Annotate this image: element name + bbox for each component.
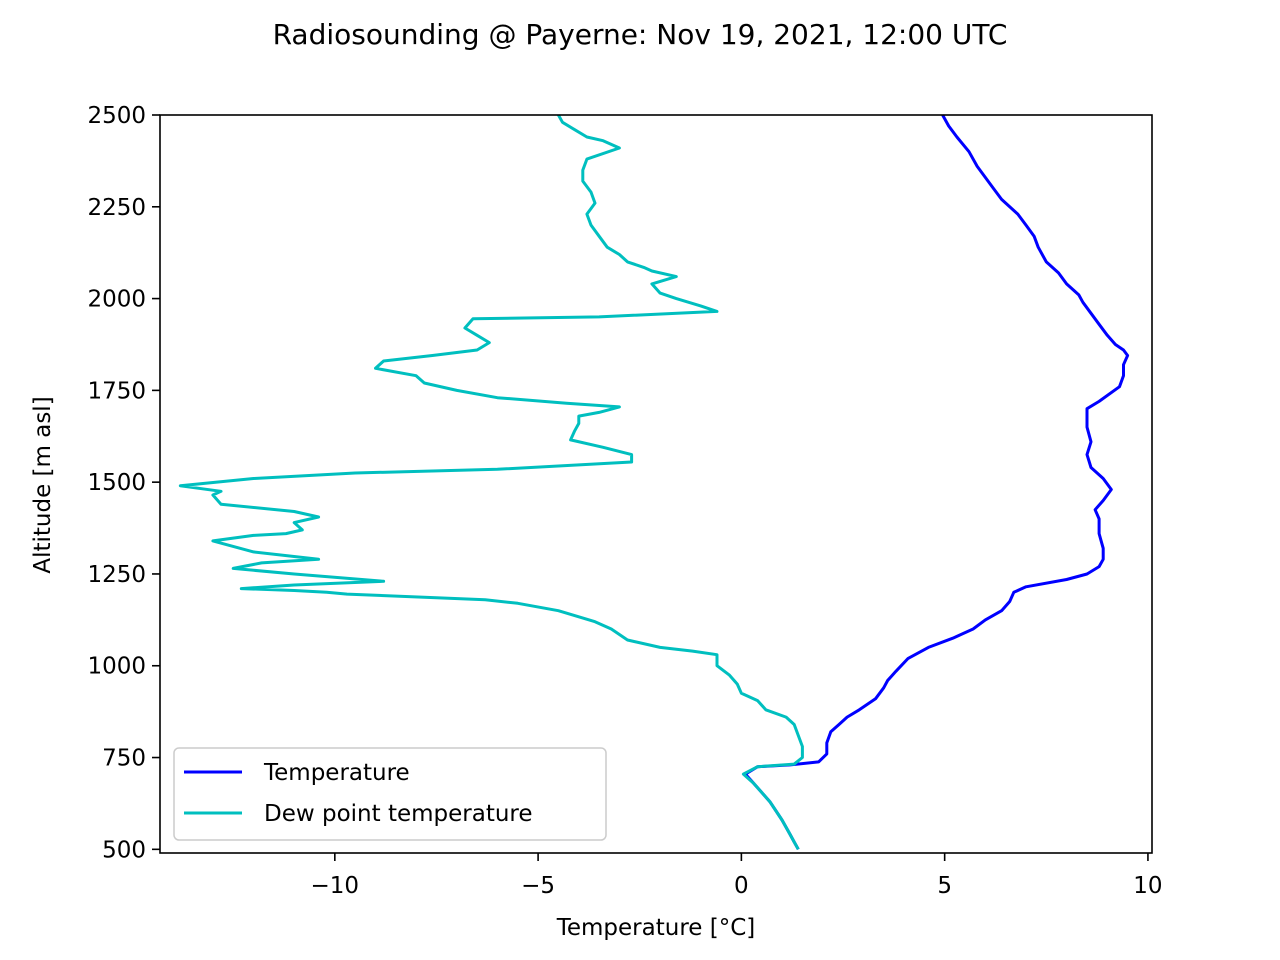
chart-title: Radiosounding @ Payerne: Nov 19, 2021, 1… — [273, 18, 1008, 51]
series-line-temperature — [743, 114, 1130, 851]
x-tick-label: −10 — [311, 873, 360, 899]
x-tick-label: 10 — [1133, 873, 1162, 899]
y-axis-label: Altitude [m asl] — [30, 396, 56, 573]
legend-box — [173, 747, 607, 841]
y-axis: 500 750 1000 1250 1500 1750 2000 2250 2500 — [87, 103, 160, 863]
legend-label-temperature: Temperature — [263, 760, 410, 786]
x-axis: −10 −5 0 5 10 — [311, 853, 1163, 899]
series-layer — [178, 114, 1130, 851]
x-axis-label: Temperature [°C] — [556, 915, 756, 941]
x-tick-label: −5 — [521, 873, 555, 899]
y-tick-label: 750 — [102, 746, 146, 772]
plot-frame — [159, 114, 1153, 854]
y-tick-label: 500 — [102, 837, 146, 863]
x-tick-label: 5 — [937, 873, 952, 899]
y-tick-label: 2250 — [87, 195, 146, 221]
y-tick-label: 1750 — [87, 378, 146, 404]
y-tick-label: 2500 — [87, 103, 146, 129]
y-tick-label: 2000 — [87, 287, 146, 313]
y-tick-label: 1250 — [87, 562, 146, 588]
legend: Temperature Dew point temperature — [173, 747, 607, 841]
y-tick-label: 1500 — [87, 470, 146, 496]
series-line-dew-point — [178, 114, 804, 851]
y-tick-label: 1000 — [87, 654, 146, 680]
legend-label-dew-point: Dew point temperature — [264, 801, 533, 827]
x-tick-label: 0 — [734, 873, 749, 899]
